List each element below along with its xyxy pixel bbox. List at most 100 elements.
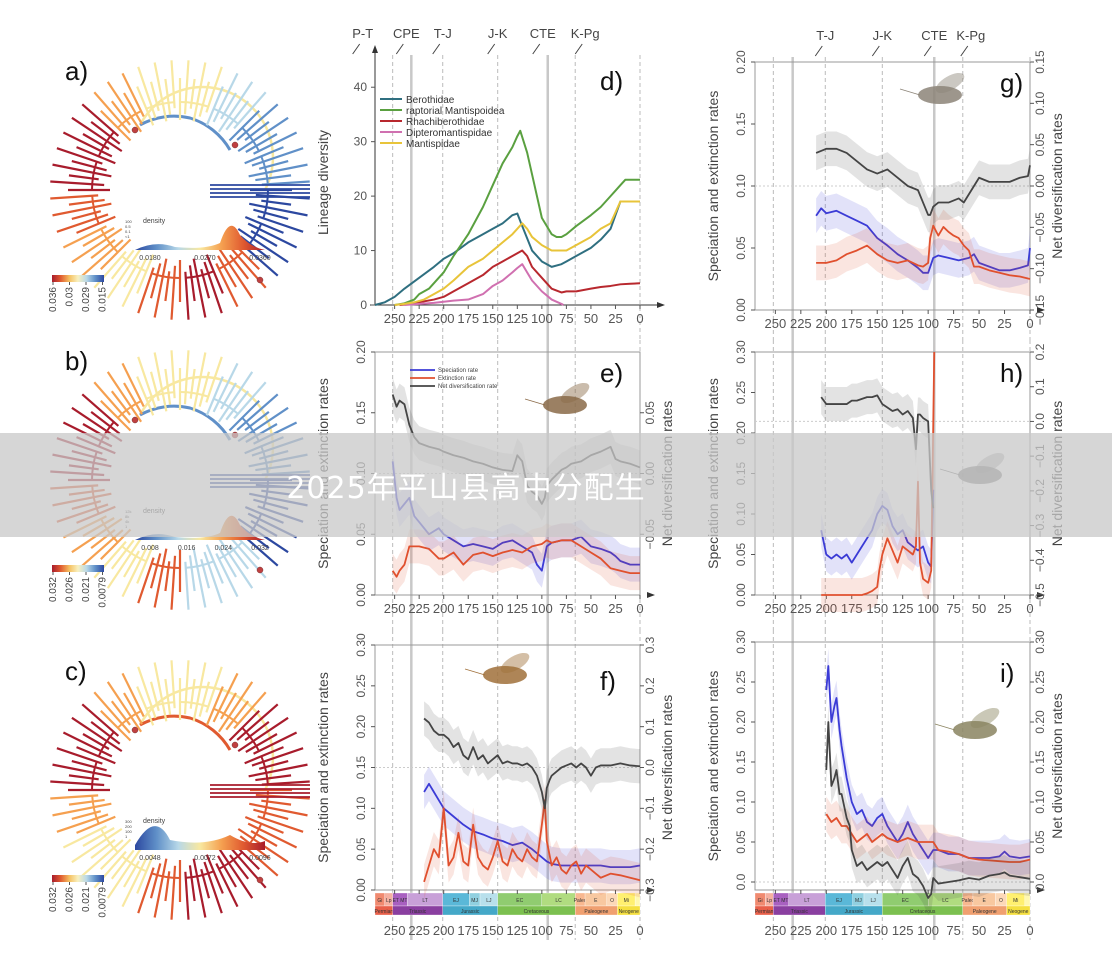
y-tick-label: 0.20 — [354, 340, 368, 364]
series-line-extinction — [816, 224, 1031, 280]
x-tick-label: 0 — [1026, 316, 1033, 331]
tree-branch — [110, 849, 135, 880]
tree-clade-arc — [217, 851, 243, 871]
tree-branch — [56, 147, 103, 165]
tree-branch — [56, 213, 109, 233]
tree-branch — [170, 350, 176, 399]
tree-branch — [217, 545, 237, 578]
event-pointer — [871, 45, 880, 57]
tree-clade-arc — [91, 160, 98, 191]
x-tick-label: 200 — [433, 601, 455, 616]
x-axis-arrow — [1037, 592, 1045, 598]
tree-branch — [56, 747, 103, 765]
density-row-label: 100 — [125, 219, 132, 224]
tree-clade-arc — [150, 872, 181, 879]
event-pointer — [532, 43, 541, 55]
tree-branch — [244, 815, 284, 834]
tree-clade-arc — [241, 127, 261, 153]
tree-center-space — [140, 140, 250, 250]
tree-branch — [121, 672, 145, 717]
timescale-epoch-label: LC — [555, 898, 562, 904]
tree-branch — [244, 120, 270, 141]
x-tick-label: 150 — [866, 316, 888, 331]
tree-branch — [56, 813, 109, 833]
x-tick-label: 175 — [841, 601, 863, 616]
series-line-raptorial — [394, 129, 640, 306]
insect-wing — [935, 72, 965, 94]
tree-branch — [253, 208, 289, 221]
timescale-epoch-label: E — [982, 898, 986, 904]
event-label-cte: CTE — [530, 26, 556, 41]
tree-branch — [137, 557, 155, 604]
tree-clade-arc — [241, 727, 261, 753]
tree-branch — [149, 263, 162, 299]
x-tick-label: 150 — [866, 601, 888, 616]
y-tick-label: 0.25 — [734, 380, 748, 404]
event-pointer — [432, 43, 441, 55]
panel-label-d: d) — [600, 66, 623, 96]
tree-clade-arc — [120, 545, 147, 563]
tree-branch — [81, 839, 124, 877]
tree-branch — [189, 368, 196, 399]
tree-branch — [251, 147, 304, 167]
y2-tick-label: 0.30 — [1033, 630, 1047, 654]
insect-image-e — [524, 382, 590, 414]
y-tick-label: 0.05 — [354, 837, 368, 861]
watermark-banner: 2025年平山县高中分配生 — [0, 433, 1112, 537]
y2-tick-label: 0.20 — [1033, 710, 1047, 734]
tree-branch — [100, 110, 132, 142]
timescale-period-label: Neogene — [1008, 909, 1029, 915]
tree-branch — [121, 257, 148, 308]
y2-tick-label: −0.15 — [1033, 294, 1047, 325]
tree-branch — [170, 865, 177, 920]
y-tick-label: 0.00 — [354, 583, 368, 607]
tree-branch — [217, 255, 237, 288]
tree-branch — [203, 551, 223, 604]
tree-clade-arc — [145, 101, 175, 110]
y-tick-label: 0.00 — [354, 878, 368, 902]
tree-branch — [203, 261, 223, 314]
tree-branch — [244, 146, 284, 165]
tree-branch — [248, 802, 308, 817]
node-marker — [256, 876, 264, 884]
tree-branch — [100, 710, 132, 742]
series-line-speciation — [815, 207, 1031, 274]
tree-branch — [110, 700, 131, 726]
tree-branch — [81, 239, 124, 277]
event-label-j-k: J-K — [488, 26, 508, 41]
timescale-epoch-label: EC — [902, 898, 909, 904]
legend-label-mantispidae: Mantispidae — [406, 139, 460, 150]
chart-panel-f: 0.00 0.05 0.10 0.15 0.20 0.25 0.30 Speciation a… — [310, 630, 680, 940]
event-pointer — [574, 43, 583, 55]
tree-clade-arc — [97, 730, 115, 757]
tree-clade-arc — [217, 541, 243, 561]
tree-branch — [123, 382, 143, 415]
timescale-period — [1006, 905, 1031, 916]
tree-branch — [205, 686, 224, 726]
tree-branch — [71, 716, 123, 753]
timescale-epoch-label: Gi — [758, 898, 763, 904]
x-tick-label: 200 — [433, 923, 455, 938]
insect-body — [918, 86, 962, 104]
tree-branch — [237, 116, 289, 153]
density-tick-label: 0.0360 — [249, 255, 271, 262]
y2-tick-label: 0.05 — [1033, 133, 1047, 157]
tree-clade-arc — [117, 399, 143, 419]
tree-branch — [192, 548, 207, 608]
x-tick-label: 150 — [482, 311, 504, 326]
x-tick-label: 125 — [892, 601, 914, 616]
tree-branch — [192, 352, 207, 412]
x-tick-label: 200 — [815, 316, 837, 331]
tree-branch — [192, 662, 207, 722]
ci-band-net — [424, 701, 640, 826]
y-axis-label: Lineage diversity — [315, 130, 331, 235]
tree-branch — [123, 860, 140, 888]
tree-branch — [164, 561, 171, 592]
tree-clade-arc — [99, 227, 119, 253]
tree-branch — [248, 763, 308, 778]
legend-label-dipteromantispidae: Dipteromantispidae — [406, 128, 493, 139]
tree-branch — [110, 539, 135, 570]
tree-branch — [76, 815, 116, 834]
y-tick-label: 0.15 — [734, 750, 748, 774]
